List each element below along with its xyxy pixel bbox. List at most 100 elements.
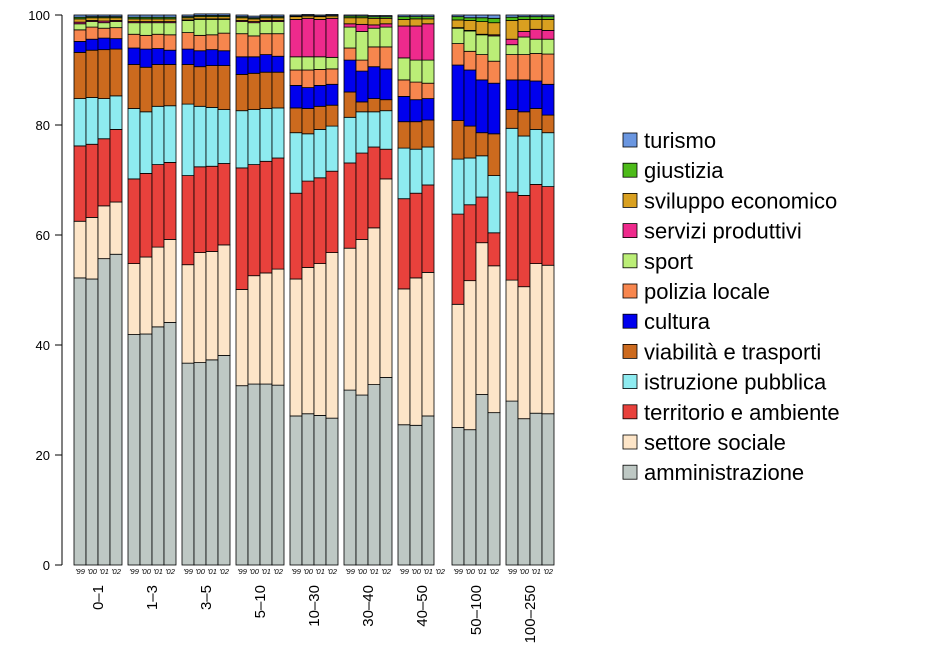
legend-swatch [622,162,638,178]
legend-label: territorio e ambiente [644,400,840,425]
bar-segment [193,13,207,16]
bar-segment [163,14,177,18]
bar-segment [97,138,111,207]
bar-segment [451,14,465,18]
bar-segment [139,172,153,258]
bar-segment [343,14,357,17]
bar-segment [421,271,435,417]
bar-segment [151,14,165,18]
x-tick-label: '99 [345,567,356,576]
bar-segment [193,34,207,52]
bar-segment [151,105,165,166]
bar-segment [73,18,87,23]
bar-segment [205,359,219,566]
bar-segment [139,22,153,36]
bar-segment [397,96,411,123]
bar-segment [367,227,381,386]
bar-segment [475,242,489,395]
bar-segment [259,383,273,566]
bar-segment [139,333,153,566]
bar-segment [151,48,165,65]
bar-segment [301,108,315,135]
bar-segment [517,79,531,113]
bar-segment [367,24,381,29]
bar-segment [343,247,357,391]
bar-segment [397,16,411,20]
bar-segment [421,415,435,566]
bar-segment [343,17,357,25]
bar-segment [289,278,303,417]
bar-segment [451,43,465,66]
bar-segment [85,216,99,280]
bar-segment [139,66,153,113]
bar-segment [487,17,501,24]
bar-segment [271,14,285,18]
bar-segment [109,14,123,18]
bar-segment [529,53,543,82]
bar-segment [163,322,177,566]
x-tick-label: '99 [507,567,518,576]
bar-segment [163,22,177,36]
x-tick-label: '02 [111,567,122,576]
bar-segment [163,49,177,65]
x-tick-label: '02 [381,567,392,576]
legend-label: turismo [644,128,716,153]
bar-segment [409,121,423,150]
bar-segment [397,79,411,97]
legend-label: istruzione pubblica [644,370,827,395]
bar-segment [505,44,519,56]
bar-segment [127,334,141,566]
bar-segment [259,71,273,109]
bar-segment [505,14,519,18]
bar-segment [355,31,369,61]
bar-segment [355,14,369,17]
bar-segment [85,17,99,21]
bar-segment [109,21,123,29]
bar-segment [451,64,465,122]
bar-segment [289,192,303,280]
x-tick-label: '02 [543,567,554,576]
bar-segment [367,17,381,26]
bar-segment [397,198,411,290]
bar-segment [487,35,501,62]
bar-segment [205,107,219,167]
legend-swatch [622,343,638,359]
bar-segment [235,14,249,18]
bar-segment [541,18,555,31]
bar-segment [85,38,99,51]
bar-segment [127,178,141,264]
bar-segment [181,64,195,105]
bar-segment [505,127,519,193]
bar-segment [247,383,261,566]
bar-segment [325,417,339,566]
bar-segment [355,59,369,72]
x-tick-label: '00 [303,567,314,576]
bar-segment [505,38,519,46]
x-tick-label: '01 [261,567,271,576]
x-tick-label: '02 [327,567,338,576]
bar-segment [97,14,111,18]
bar-segment [541,264,555,415]
bar-segment [409,277,423,426]
bar-segment [127,108,141,180]
bar-segment [127,14,141,18]
bar-segment [247,22,261,37]
bar-segment [529,183,543,264]
y-tick-label: 20 [36,448,50,463]
x-tick-label: '99 [75,567,86,576]
bar-segment [517,14,531,18]
bar-segment [193,362,207,566]
bar-segment [97,37,111,51]
x-tick-label: '99 [291,567,302,576]
bar-segment [235,74,249,112]
x-tick-label: '99 [237,567,248,576]
bar-segment [73,52,87,100]
bar-segment [97,22,111,29]
bar-segment [517,111,531,137]
bar-segment [355,238,369,396]
bar-segment [463,69,477,127]
bar-segment [163,34,177,51]
x-tick-label: '00 [195,567,206,576]
y-tick-label: 0 [43,558,50,573]
legend-swatch [622,374,638,390]
